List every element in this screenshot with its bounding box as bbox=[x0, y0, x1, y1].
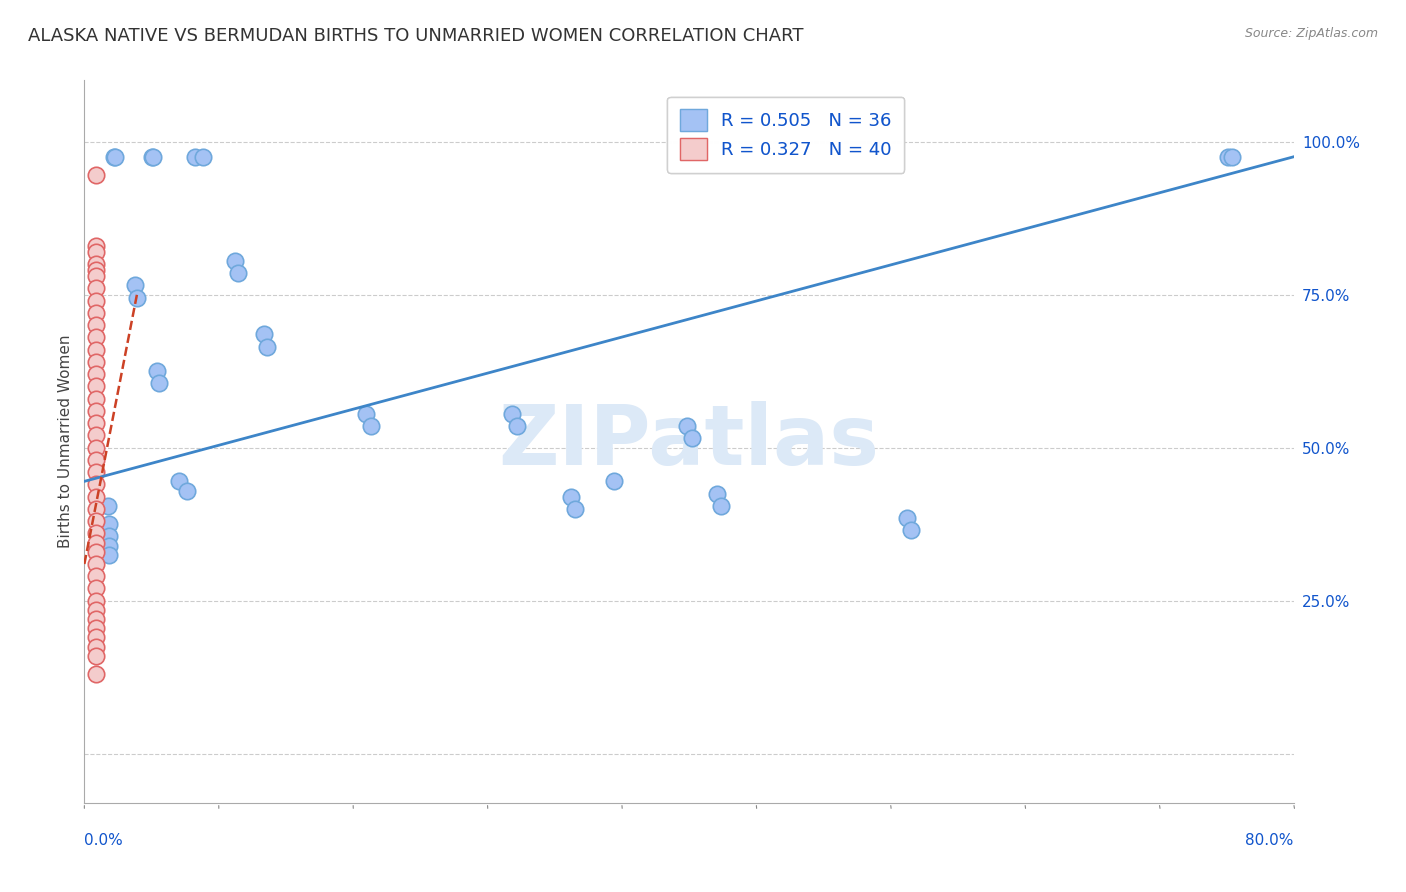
Point bbox=[98, 548, 121, 562]
Point bbox=[501, 407, 523, 421]
Y-axis label: Births to Unmarried Women: Births to Unmarried Women bbox=[58, 334, 73, 549]
Point bbox=[84, 603, 107, 617]
Point bbox=[169, 475, 191, 489]
Point bbox=[681, 432, 703, 446]
Point bbox=[84, 330, 107, 344]
Point bbox=[146, 364, 169, 378]
Text: 80.0%: 80.0% bbox=[1246, 833, 1294, 848]
Point bbox=[84, 535, 107, 549]
Point bbox=[84, 392, 107, 406]
Point bbox=[176, 483, 198, 498]
Point bbox=[84, 569, 107, 583]
Point bbox=[141, 150, 163, 164]
Point bbox=[360, 419, 382, 434]
Point bbox=[84, 168, 107, 182]
Point bbox=[253, 327, 276, 342]
Point bbox=[84, 269, 107, 284]
Point bbox=[1220, 150, 1243, 164]
Point bbox=[84, 621, 107, 635]
Point bbox=[84, 263, 107, 277]
Point bbox=[564, 502, 586, 516]
Point bbox=[84, 477, 107, 491]
Point bbox=[142, 150, 165, 164]
Point bbox=[84, 343, 107, 357]
Point bbox=[84, 465, 107, 479]
Point bbox=[84, 441, 107, 455]
Point bbox=[84, 640, 107, 654]
Point bbox=[124, 278, 146, 293]
Point bbox=[84, 631, 107, 645]
Point bbox=[98, 517, 121, 532]
Point bbox=[84, 526, 107, 541]
Point bbox=[560, 490, 582, 504]
Text: ALASKA NATIVE VS BERMUDAN BIRTHS TO UNMARRIED WOMEN CORRELATION CHART: ALASKA NATIVE VS BERMUDAN BIRTHS TO UNMA… bbox=[28, 27, 804, 45]
Point bbox=[84, 557, 107, 571]
Point bbox=[84, 593, 107, 607]
Point bbox=[84, 318, 107, 333]
Point bbox=[900, 524, 922, 538]
Point bbox=[84, 244, 107, 259]
Point bbox=[84, 648, 107, 663]
Point bbox=[84, 416, 107, 430]
Point bbox=[84, 453, 107, 467]
Point bbox=[84, 612, 107, 626]
Point bbox=[84, 490, 107, 504]
Point bbox=[84, 306, 107, 320]
Point bbox=[84, 281, 107, 295]
Point bbox=[84, 428, 107, 442]
Text: ZIPatlas: ZIPatlas bbox=[499, 401, 879, 482]
Point bbox=[505, 419, 527, 434]
Point bbox=[1216, 150, 1239, 164]
Point bbox=[98, 529, 121, 543]
Point bbox=[104, 150, 127, 164]
Point bbox=[97, 499, 120, 513]
Point bbox=[84, 355, 107, 369]
Point bbox=[84, 257, 107, 271]
Point bbox=[256, 340, 278, 354]
Point bbox=[98, 539, 121, 553]
Point bbox=[710, 499, 733, 513]
Point bbox=[84, 293, 107, 308]
Legend: R = 0.505   N = 36, R = 0.327   N = 40: R = 0.505 N = 36, R = 0.327 N = 40 bbox=[666, 96, 904, 173]
Point bbox=[226, 266, 249, 280]
Point bbox=[125, 291, 148, 305]
Point bbox=[84, 379, 107, 393]
Point bbox=[224, 254, 246, 268]
Point bbox=[184, 150, 207, 164]
Point bbox=[676, 419, 699, 434]
Point bbox=[148, 376, 170, 391]
Text: Source: ZipAtlas.com: Source: ZipAtlas.com bbox=[1244, 27, 1378, 40]
Point bbox=[84, 667, 107, 681]
Point bbox=[706, 486, 728, 500]
Point bbox=[354, 407, 377, 421]
Point bbox=[84, 545, 107, 559]
Point bbox=[84, 514, 107, 528]
Point bbox=[603, 475, 626, 489]
Point bbox=[84, 404, 107, 418]
Point bbox=[84, 582, 107, 596]
Point bbox=[896, 511, 918, 525]
Point bbox=[191, 150, 214, 164]
Point bbox=[103, 150, 125, 164]
Point bbox=[84, 367, 107, 381]
Text: 0.0%: 0.0% bbox=[84, 833, 124, 848]
Point bbox=[84, 238, 107, 252]
Point bbox=[84, 502, 107, 516]
